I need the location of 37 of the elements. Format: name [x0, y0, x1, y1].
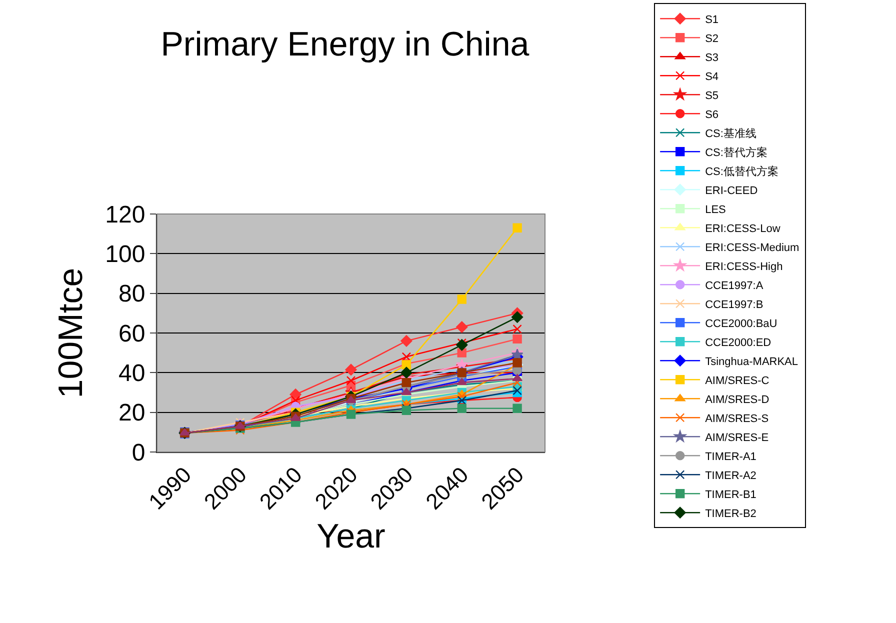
y-tick-label: 0 — [132, 439, 146, 466]
legend-label: ERI:CESS-Medium — [705, 242, 800, 254]
legend-label: LES — [705, 204, 726, 216]
y-tick-label: 120 — [105, 201, 146, 228]
legend-label: CCE2000:BaU — [705, 318, 778, 330]
legend-label: CS:低替代方案 — [705, 164, 778, 178]
legend-label: TIMER-B2 — [705, 508, 756, 520]
y-axis-title: 100Mtce — [52, 268, 90, 398]
legend-label: CCE1997:A — [705, 280, 764, 292]
legend-label: TIMER-A1 — [705, 450, 756, 463]
legend-label: S6 — [705, 108, 719, 121]
y-tick-label: 20 — [118, 400, 146, 427]
legend-label: AIM/SRES-C — [705, 374, 770, 387]
legend-label: S3 — [705, 52, 719, 64]
legend-label: AIM/SRES-E — [705, 432, 769, 444]
legend-label: S5 — [705, 90, 719, 102]
legend-label: ERI-CEED — [705, 184, 758, 197]
x-axis-title: Year — [316, 518, 386, 556]
legend-label: CCE2000:ED — [705, 336, 772, 349]
legend-label: S1 — [705, 14, 719, 26]
legend-label: TIMER-B1 — [705, 488, 756, 501]
legend-label: AIM/SRES-D — [705, 394, 770, 406]
legend-label: Tsinghua-MARKAL — [705, 356, 798, 368]
y-tick-label: 80 — [118, 280, 146, 308]
legend-label: ERI:CESS-High — [705, 260, 783, 273]
legend-label: ERI:CESS-Low — [705, 222, 780, 235]
legend-label: S2 — [705, 32, 719, 45]
legend-label: TIMER-A2 — [705, 470, 756, 482]
legend-label: S4 — [705, 70, 719, 83]
legend-label: CS:基准线 — [705, 126, 756, 140]
y-tick-label: 100 — [105, 241, 146, 268]
legend-label: AIM/SRES-S — [705, 412, 769, 425]
chart-title: Primary Energy in China — [160, 26, 530, 64]
y-tick-label: 60 — [118, 320, 146, 348]
y-tick-label: 40 — [118, 360, 146, 388]
legend-label: CCE1997:B — [705, 298, 764, 311]
legend-label: CS:替代方案 — [705, 146, 768, 159]
